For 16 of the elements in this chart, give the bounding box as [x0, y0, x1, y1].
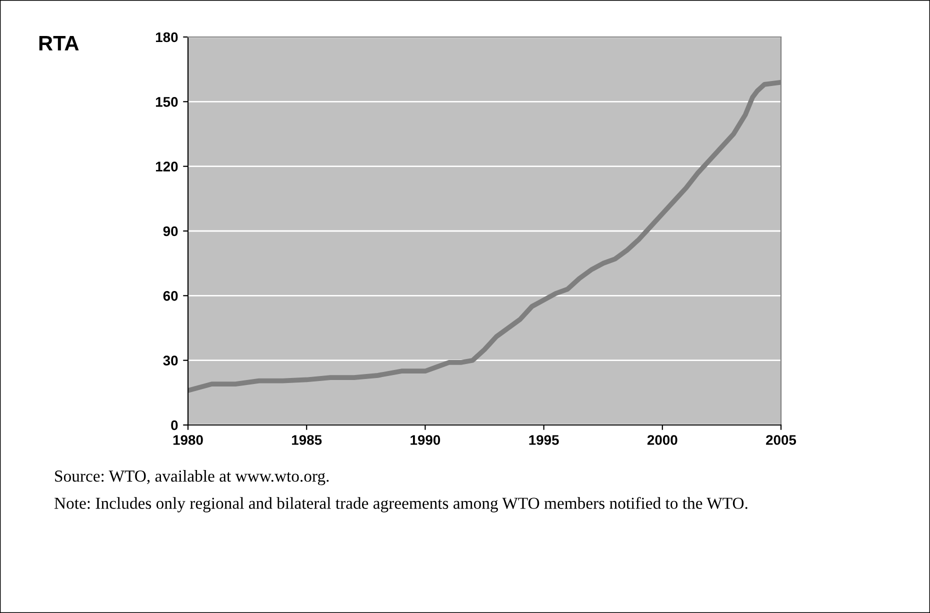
x-tick-label: 1995 — [529, 435, 559, 445]
y-tick-label: 180 — [156, 32, 178, 42]
y-tick-label: 0 — [171, 420, 178, 430]
x-tick-label: 1985 — [292, 435, 322, 445]
y-tick-label: 120 — [156, 162, 178, 172]
x-tick-label: 2000 — [647, 435, 678, 445]
y-tick-label: 90 — [163, 226, 178, 236]
source-note: Source: WTO, available at www.wto.org. — [55, 470, 329, 486]
x-tick-label: 2005 — [766, 435, 796, 445]
y-tick-label: 60 — [163, 291, 178, 301]
y-axis-title: RTA — [39, 36, 79, 50]
x-tick-label: 1980 — [173, 435, 203, 445]
y-tick-label: 150 — [156, 97, 178, 107]
text: Note: Includes only regional and bilateral trade agreements among WTO members notified to the WTO. — [54, 497, 748, 512]
x-tick-label: 1990 — [410, 435, 440, 445]
y-tick-label: 30 — [163, 356, 178, 366]
